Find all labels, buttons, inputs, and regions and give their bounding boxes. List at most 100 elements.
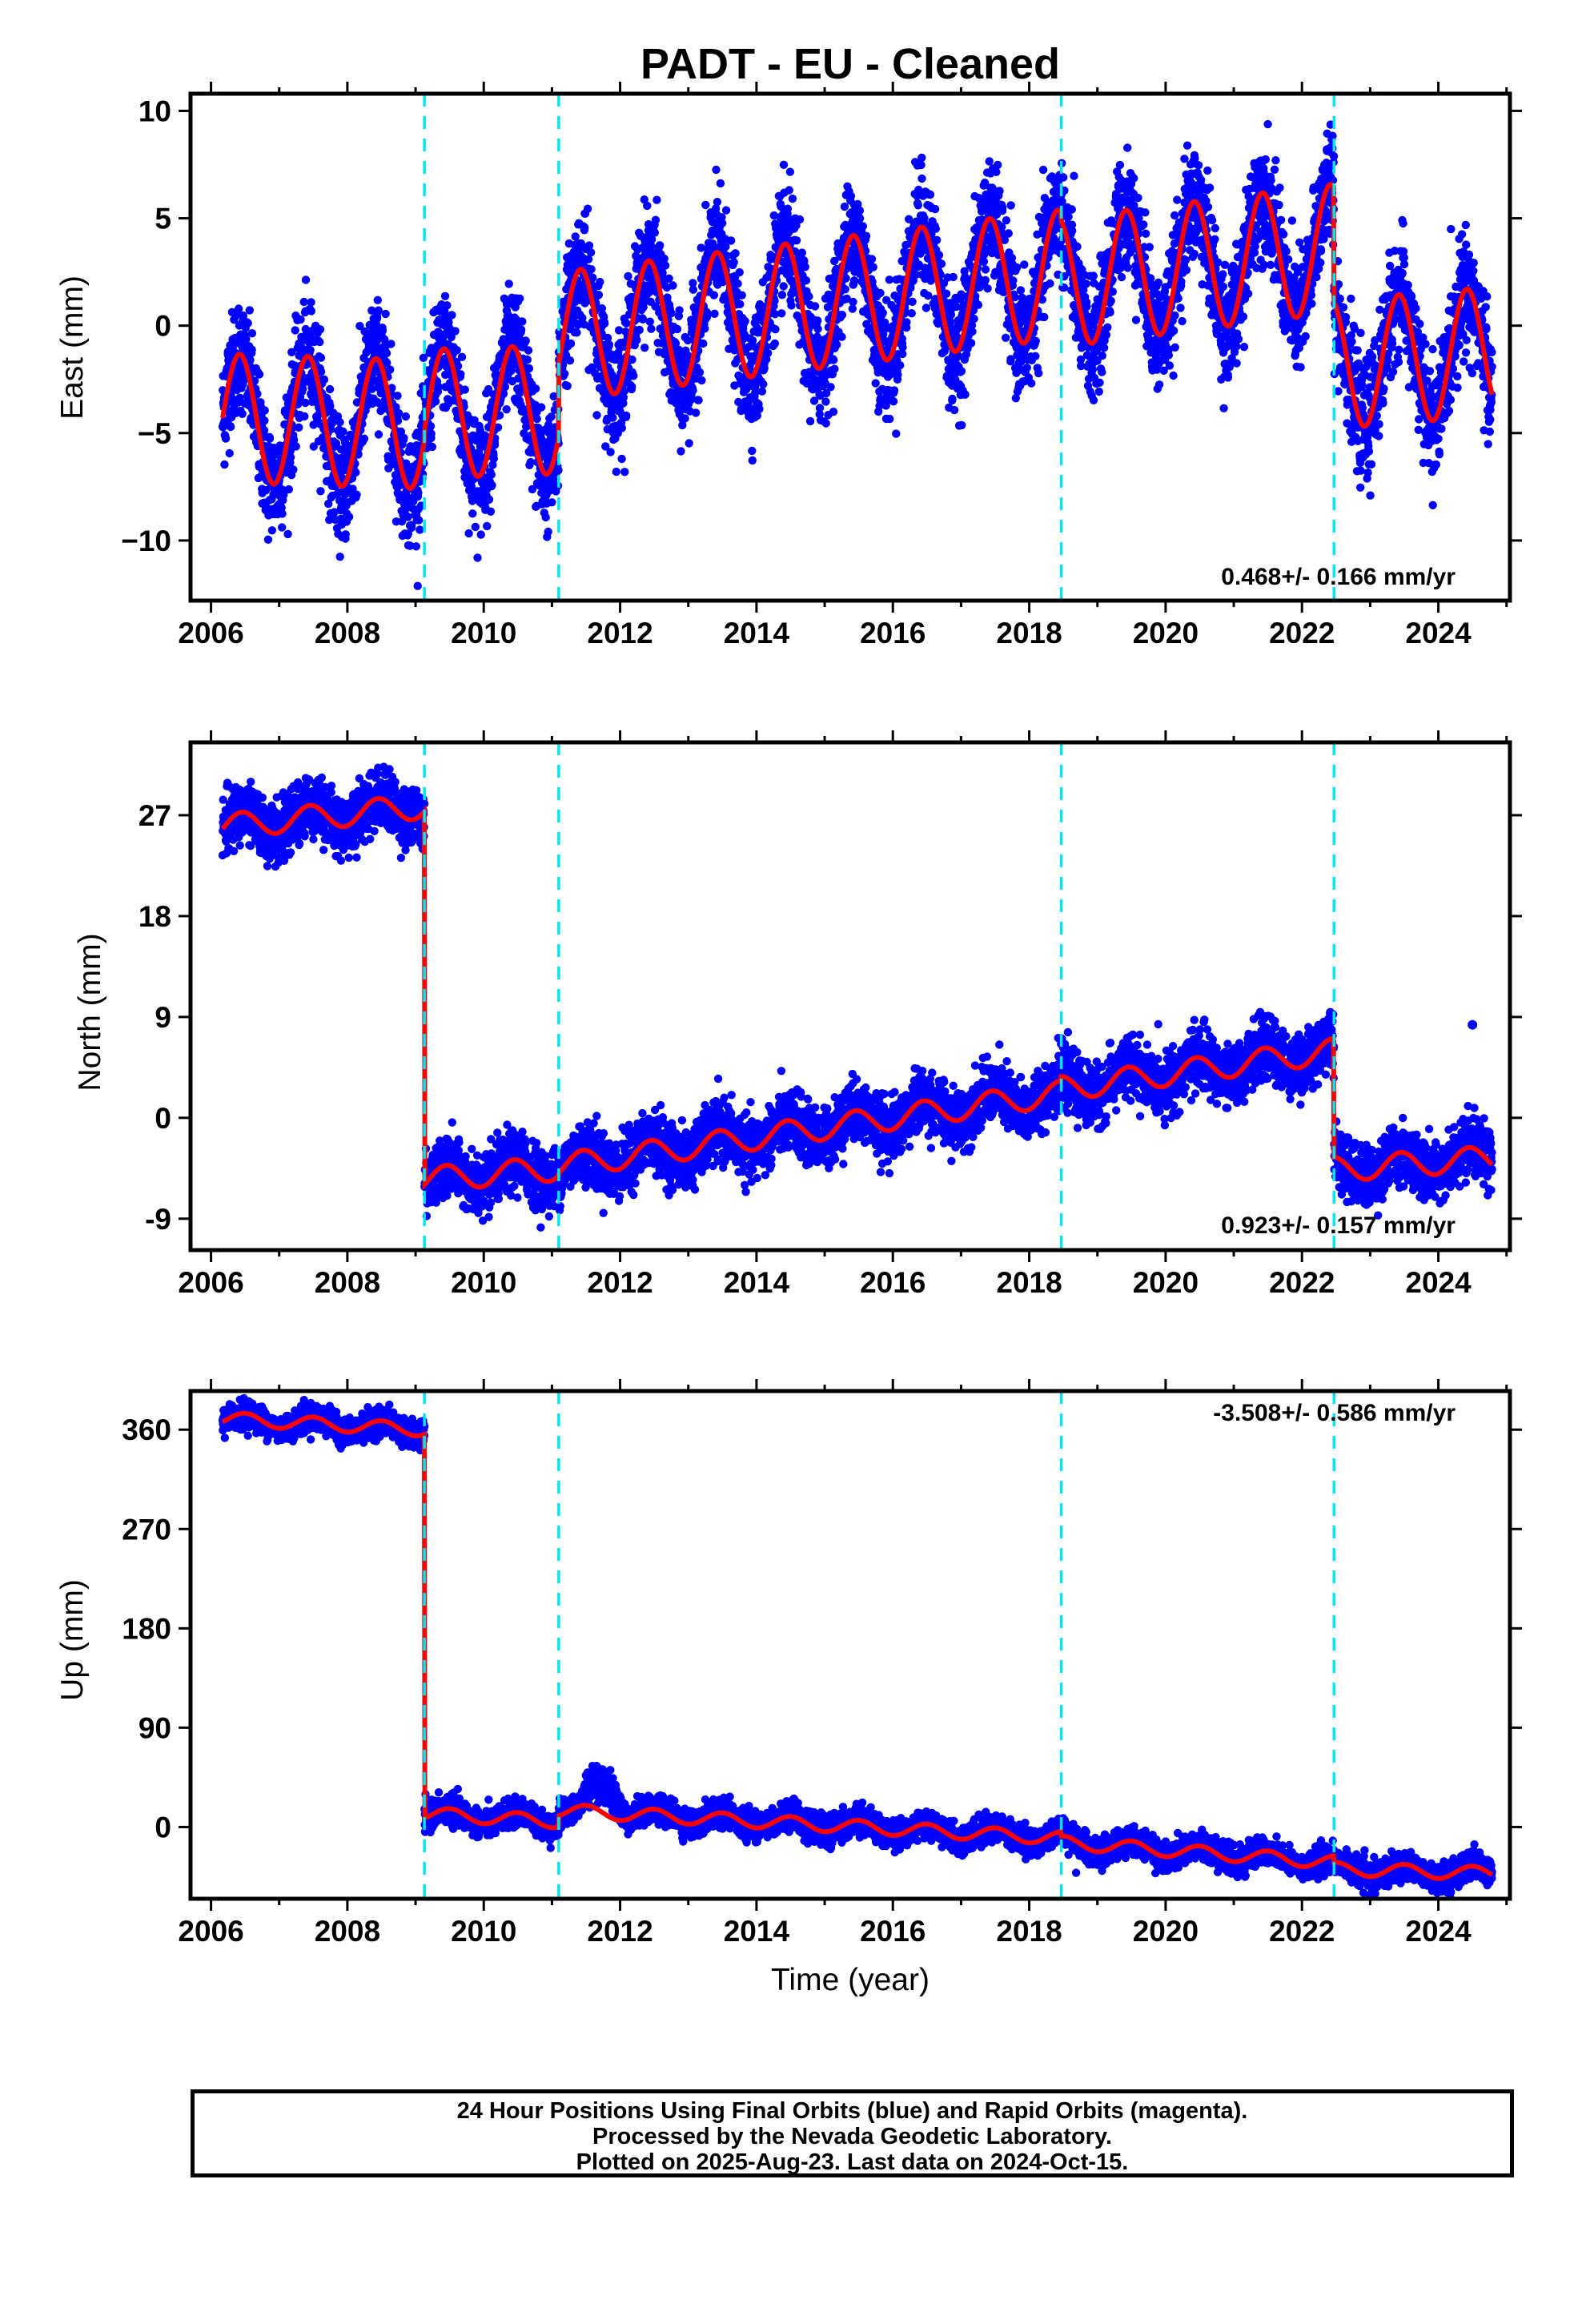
data-point bbox=[942, 289, 951, 298]
data-point bbox=[632, 336, 641, 344]
data-point bbox=[327, 419, 337, 428]
data-point bbox=[1145, 243, 1154, 251]
data-point bbox=[1094, 387, 1104, 396]
data-point bbox=[1123, 263, 1132, 272]
data-point bbox=[760, 364, 769, 372]
data-point bbox=[278, 509, 287, 518]
data-point bbox=[242, 335, 251, 344]
data-point bbox=[315, 325, 325, 334]
data-point bbox=[255, 370, 264, 379]
data-point bbox=[913, 201, 923, 210]
data-point bbox=[283, 529, 292, 539]
data-point bbox=[1103, 323, 1112, 332]
data-point bbox=[489, 454, 498, 463]
data-point bbox=[226, 422, 235, 432]
data-point bbox=[949, 272, 958, 282]
data-point bbox=[289, 436, 299, 444]
data-point bbox=[685, 439, 693, 448]
data-point bbox=[867, 255, 877, 263]
data-point bbox=[586, 248, 596, 257]
data-point bbox=[596, 277, 604, 287]
data-point bbox=[307, 307, 315, 316]
data-point bbox=[1034, 368, 1043, 378]
data-point bbox=[983, 284, 992, 293]
data-point bbox=[1099, 344, 1109, 352]
data-point bbox=[473, 553, 482, 562]
data-point bbox=[898, 343, 907, 352]
data-point bbox=[1002, 333, 1010, 342]
data-point bbox=[443, 301, 452, 310]
data-point bbox=[1098, 352, 1107, 360]
data-point bbox=[787, 301, 796, 310]
data-point bbox=[246, 356, 255, 364]
data-point bbox=[1068, 227, 1077, 235]
data-point bbox=[826, 383, 835, 392]
data-point bbox=[373, 296, 382, 304]
data-point bbox=[1067, 205, 1077, 214]
data-point bbox=[400, 433, 408, 442]
data-point bbox=[612, 467, 620, 476]
data-point bbox=[721, 206, 731, 215]
data-point bbox=[387, 340, 396, 348]
data-point bbox=[301, 398, 310, 408]
data-point bbox=[383, 358, 391, 368]
data-point bbox=[622, 319, 631, 328]
data-point bbox=[1016, 286, 1026, 295]
data-point bbox=[1046, 279, 1054, 288]
data-point bbox=[287, 348, 296, 356]
data-point bbox=[393, 416, 403, 425]
data-point bbox=[695, 368, 705, 377]
data-point bbox=[829, 408, 838, 416]
data-point bbox=[645, 317, 654, 326]
data-point bbox=[805, 292, 813, 301]
data-point bbox=[247, 329, 257, 338]
data-point bbox=[1141, 208, 1150, 217]
data-point bbox=[1106, 296, 1115, 305]
data-point bbox=[892, 429, 901, 438]
data-point bbox=[681, 414, 689, 423]
data-point bbox=[220, 460, 229, 469]
data-point bbox=[296, 315, 305, 324]
data-point bbox=[487, 470, 496, 479]
data-point bbox=[260, 406, 269, 415]
data-point bbox=[584, 241, 594, 250]
data-point bbox=[697, 243, 705, 252]
data-point bbox=[532, 414, 541, 424]
data-point bbox=[961, 390, 970, 399]
data-point bbox=[837, 332, 846, 341]
data-point bbox=[1082, 279, 1090, 288]
data-point bbox=[359, 434, 369, 443]
data-point bbox=[917, 153, 926, 163]
data-point bbox=[697, 376, 706, 385]
data-point bbox=[301, 275, 311, 284]
data-point bbox=[651, 215, 661, 224]
data-point bbox=[1006, 201, 1015, 210]
data-point bbox=[608, 413, 617, 422]
data-point bbox=[640, 344, 649, 352]
data-point bbox=[1089, 271, 1098, 280]
data-point bbox=[810, 302, 820, 311]
data-point bbox=[516, 325, 526, 334]
data-point bbox=[1004, 229, 1013, 238]
data-point bbox=[315, 337, 324, 347]
data-point bbox=[1022, 364, 1032, 372]
data-point bbox=[404, 513, 412, 521]
data-point bbox=[829, 356, 838, 364]
data-point bbox=[295, 423, 303, 432]
data-point bbox=[1106, 308, 1114, 317]
data-point bbox=[635, 325, 644, 335]
data-point bbox=[837, 311, 847, 320]
data-point bbox=[871, 379, 880, 388]
data-point bbox=[382, 348, 391, 358]
data-point bbox=[604, 340, 614, 349]
data-point bbox=[855, 214, 865, 223]
data-point bbox=[759, 380, 768, 388]
data-point bbox=[650, 228, 659, 237]
data-point bbox=[673, 324, 682, 334]
data-point bbox=[267, 526, 276, 535]
data-point bbox=[727, 236, 736, 245]
data-point bbox=[689, 285, 698, 294]
data-point bbox=[1146, 274, 1155, 283]
data-point bbox=[380, 335, 389, 344]
data-point bbox=[393, 392, 402, 400]
